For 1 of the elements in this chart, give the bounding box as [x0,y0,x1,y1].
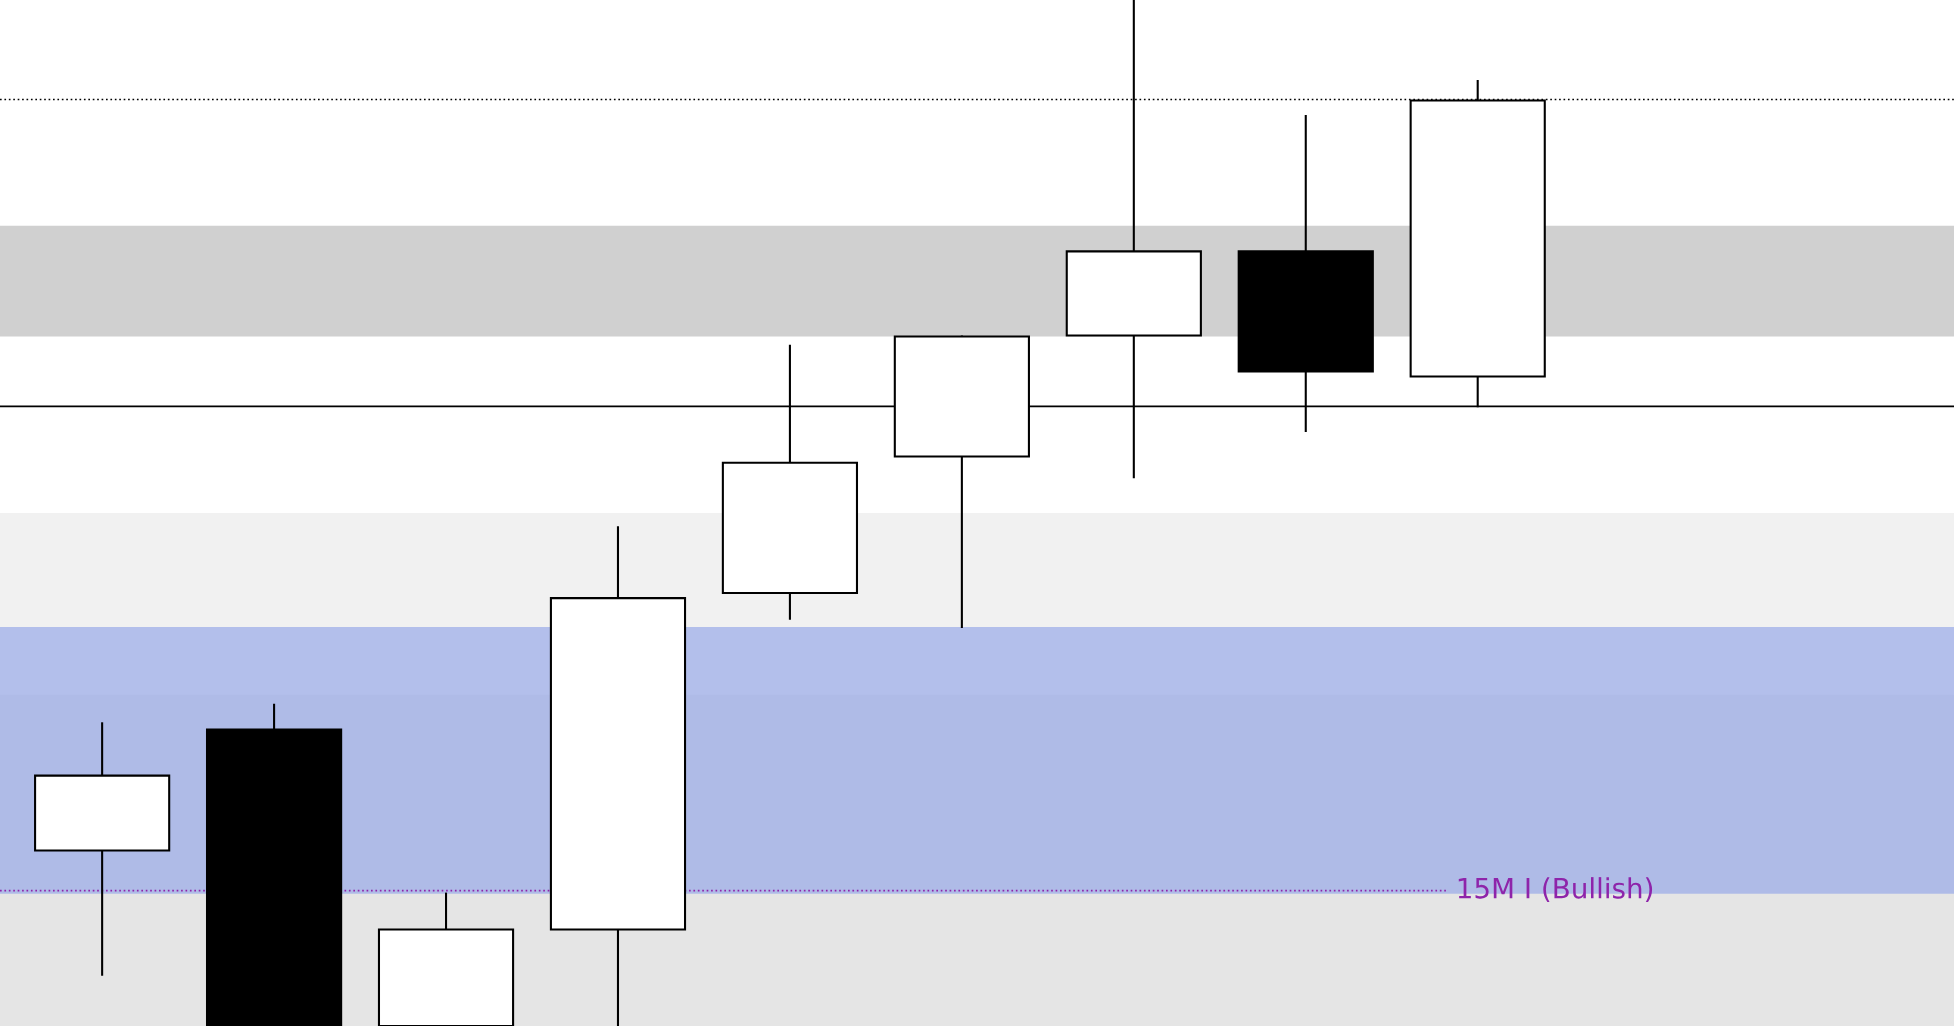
ref-line-label: 15M I (Bullish) [1458,877,1653,902]
